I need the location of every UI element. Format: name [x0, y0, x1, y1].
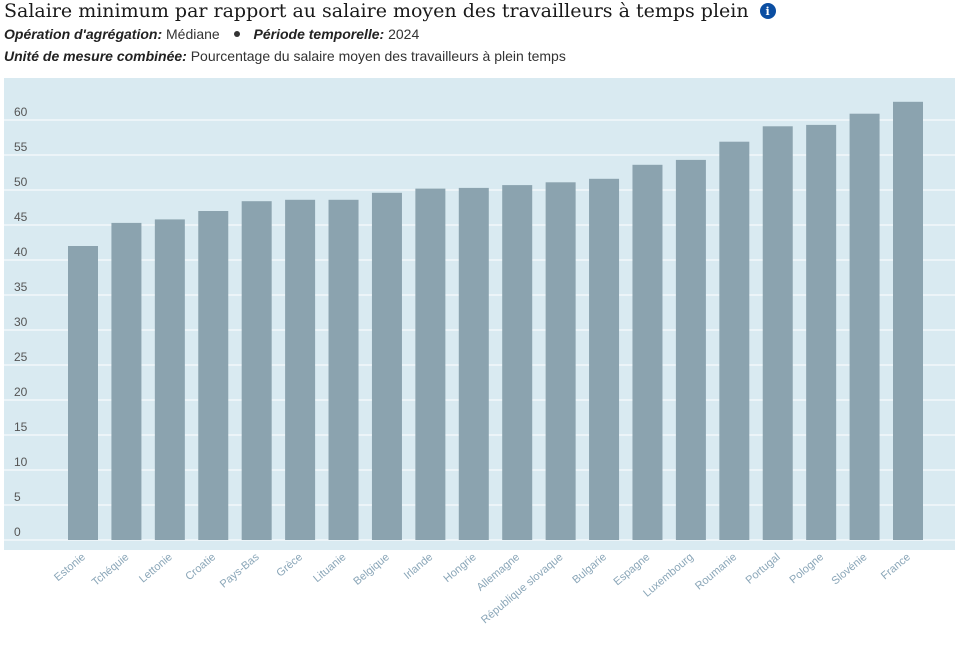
- bar: [241, 201, 272, 540]
- bar: [719, 141, 750, 540]
- bar: [458, 187, 489, 540]
- x-tick-label: Lituanie: [311, 551, 348, 585]
- y-tick-label: 30: [14, 315, 28, 329]
- bar: [849, 113, 880, 540]
- x-tick-label: Tchéquie: [90, 551, 131, 589]
- y-tick-label: 55: [14, 140, 28, 154]
- x-tick-label: Bulgarie: [570, 551, 609, 586]
- unit-label: Unité de mesure combinée:: [4, 48, 187, 64]
- period-value: 2024: [388, 26, 420, 42]
- x-tick-label: Croatie: [183, 551, 218, 583]
- y-tick-label: 0: [14, 525, 21, 539]
- x-tick-label: Estonie: [52, 551, 88, 584]
- bar: [806, 124, 837, 541]
- x-tick-label: Pays-Bas: [218, 551, 262, 591]
- x-tick-label: Belgique: [351, 551, 392, 588]
- y-tick-label: 35: [14, 280, 28, 294]
- y-tick-label: 50: [14, 175, 28, 189]
- bar: [68, 246, 98, 540]
- aggregation-label: Opération d'agrégation:: [4, 26, 163, 42]
- bar: [154, 219, 185, 540]
- y-tick-label: 45: [14, 210, 28, 224]
- y-tick-label: 60: [14, 105, 28, 119]
- bar: [675, 159, 706, 540]
- x-tick-label: République slovaque: [479, 551, 565, 626]
- bar: [111, 222, 142, 540]
- chart-title: Salaire minimum par rapport au salaire m…: [4, 0, 749, 22]
- period-label: Période temporelle:: [253, 26, 385, 42]
- unit-line: Unité de mesure combinée: Pourcentage du…: [4, 48, 566, 64]
- bar: [502, 185, 533, 540]
- x-tick-label: Portugal: [744, 551, 783, 587]
- y-tick-label: 15: [14, 420, 28, 434]
- x-tick-label: Espagne: [611, 551, 652, 588]
- bar: [545, 182, 576, 541]
- bar: [285, 199, 316, 541]
- aggregation-value: Médiane: [166, 26, 220, 42]
- y-tick-label: 5: [14, 490, 21, 504]
- x-tick-label: Lettonie: [137, 551, 175, 585]
- bar: [632, 164, 663, 541]
- bar: [893, 101, 923, 541]
- title-row: Salaire minimum par rapport au salaire m…: [4, 0, 776, 22]
- x-tick-label: Irlande: [402, 551, 435, 582]
- bar: [589, 178, 620, 541]
- aggregation-period-line: Opération d'agrégation: Médiane Période …: [4, 26, 419, 42]
- bar: [762, 126, 793, 541]
- x-tick-label: France: [879, 551, 913, 582]
- y-tick-label: 40: [14, 245, 28, 259]
- separator-dot: [233, 31, 240, 38]
- info-icon[interactable]: i: [759, 3, 776, 19]
- bar: [371, 192, 402, 541]
- bar: [328, 199, 359, 541]
- info-glyph: i: [765, 4, 770, 18]
- bar: [415, 188, 446, 540]
- y-tick-label: 10: [14, 455, 28, 469]
- y-tick-label: 20: [14, 385, 28, 399]
- x-tick-label: Grèce: [274, 551, 305, 579]
- x-tick-label: Slovénie: [829, 551, 869, 587]
- y-tick-label: 25: [14, 350, 28, 364]
- x-tick-label: Roumanie: [693, 551, 739, 592]
- x-tick-label: Pologne: [787, 551, 826, 586]
- x-tick-label: Hongrie: [441, 551, 478, 585]
- bar: [198, 211, 229, 540]
- unit-value: Pourcentage du salaire moyen des travail…: [190, 48, 566, 64]
